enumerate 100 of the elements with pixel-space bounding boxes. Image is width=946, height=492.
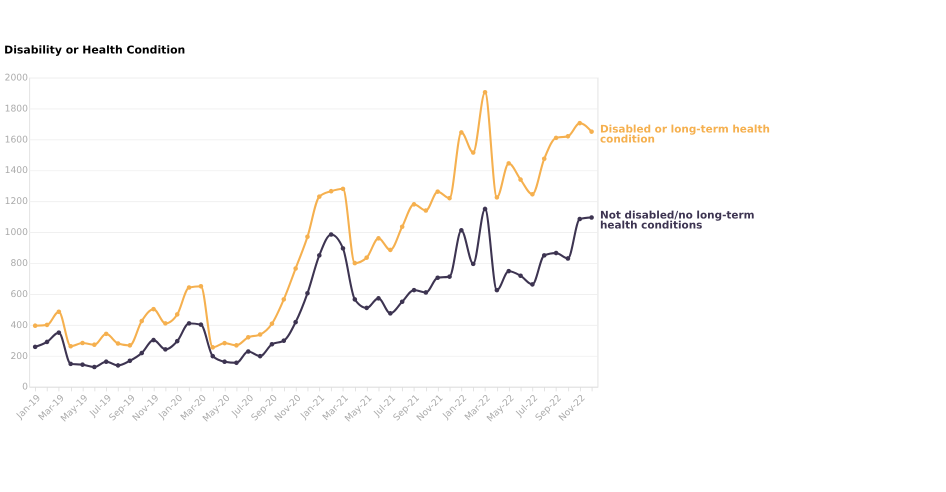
point [128,343,132,348]
point [566,134,570,139]
point [328,232,334,237]
point [364,255,369,260]
point [210,354,216,358]
point [317,253,322,258]
point [305,290,310,296]
point [577,216,582,222]
point [92,342,97,347]
y-tick-label: 1600 [4,134,28,146]
point [44,340,50,344]
point [447,274,452,279]
point [494,288,500,292]
point [506,161,512,166]
point [80,362,85,367]
point [128,358,132,364]
point [589,215,594,220]
point [459,228,464,233]
point [424,208,428,213]
point [104,332,108,336]
point [281,297,286,302]
point [56,310,62,314]
point [258,354,262,358]
point [376,296,381,301]
point [281,338,286,343]
point [246,349,251,354]
point [174,312,180,317]
point [376,236,381,241]
series-label: Disabled or long-term health condition [600,124,770,146]
point [246,335,251,340]
point [352,297,358,302]
point [566,256,570,261]
point [198,284,204,289]
point [435,189,440,194]
point [340,186,346,192]
point [459,130,464,135]
point [400,224,404,230]
point [174,338,180,344]
y-tick-label: 1000 [4,227,28,238]
point [116,363,120,368]
point [542,253,547,258]
point [388,311,393,316]
point [328,188,334,194]
point [482,206,488,212]
point [577,120,582,126]
point [32,344,38,350]
point [412,288,416,292]
point [352,260,358,266]
point [305,234,310,240]
point [482,90,488,95]
point [447,196,452,200]
y-tick-label: 1400 [4,165,28,176]
point [104,359,108,364]
point [424,290,428,295]
y-tick-label: 1800 [4,103,28,114]
point [222,359,227,364]
point [400,299,404,304]
point [198,322,204,327]
point [530,282,535,287]
y-tick-label: 400 [10,320,28,331]
point [44,322,50,328]
point [435,275,440,280]
point [32,323,38,328]
point [163,321,168,326]
point [210,345,216,350]
chart-title: Disability or Health Condition [4,43,186,56]
point [139,350,144,356]
y-tick-label: 200 [10,350,28,362]
point [518,273,523,278]
series-label: Not disabled/no long-term health conditions [600,209,755,232]
point [412,202,416,207]
point [56,330,62,335]
point [234,343,239,348]
y-tick-label: 600 [10,288,28,300]
point [234,360,239,366]
point [68,344,73,349]
y-tick-label: 800 [10,258,28,270]
point [542,156,547,162]
point [317,194,322,199]
point [530,192,535,197]
point [589,129,594,134]
point [92,364,97,370]
point [222,340,227,346]
point [470,150,476,155]
point [186,321,192,326]
point [518,177,523,182]
point [293,266,298,271]
y-tick-label: 1200 [4,196,28,208]
point [340,246,346,251]
point [364,306,369,310]
point [506,268,512,274]
point [270,321,274,326]
point [139,318,144,324]
point [163,347,168,352]
point [186,285,192,290]
y-tick-label: 0 [22,382,28,393]
point [80,340,85,346]
point [494,195,500,200]
point [116,341,120,346]
point [470,262,476,266]
